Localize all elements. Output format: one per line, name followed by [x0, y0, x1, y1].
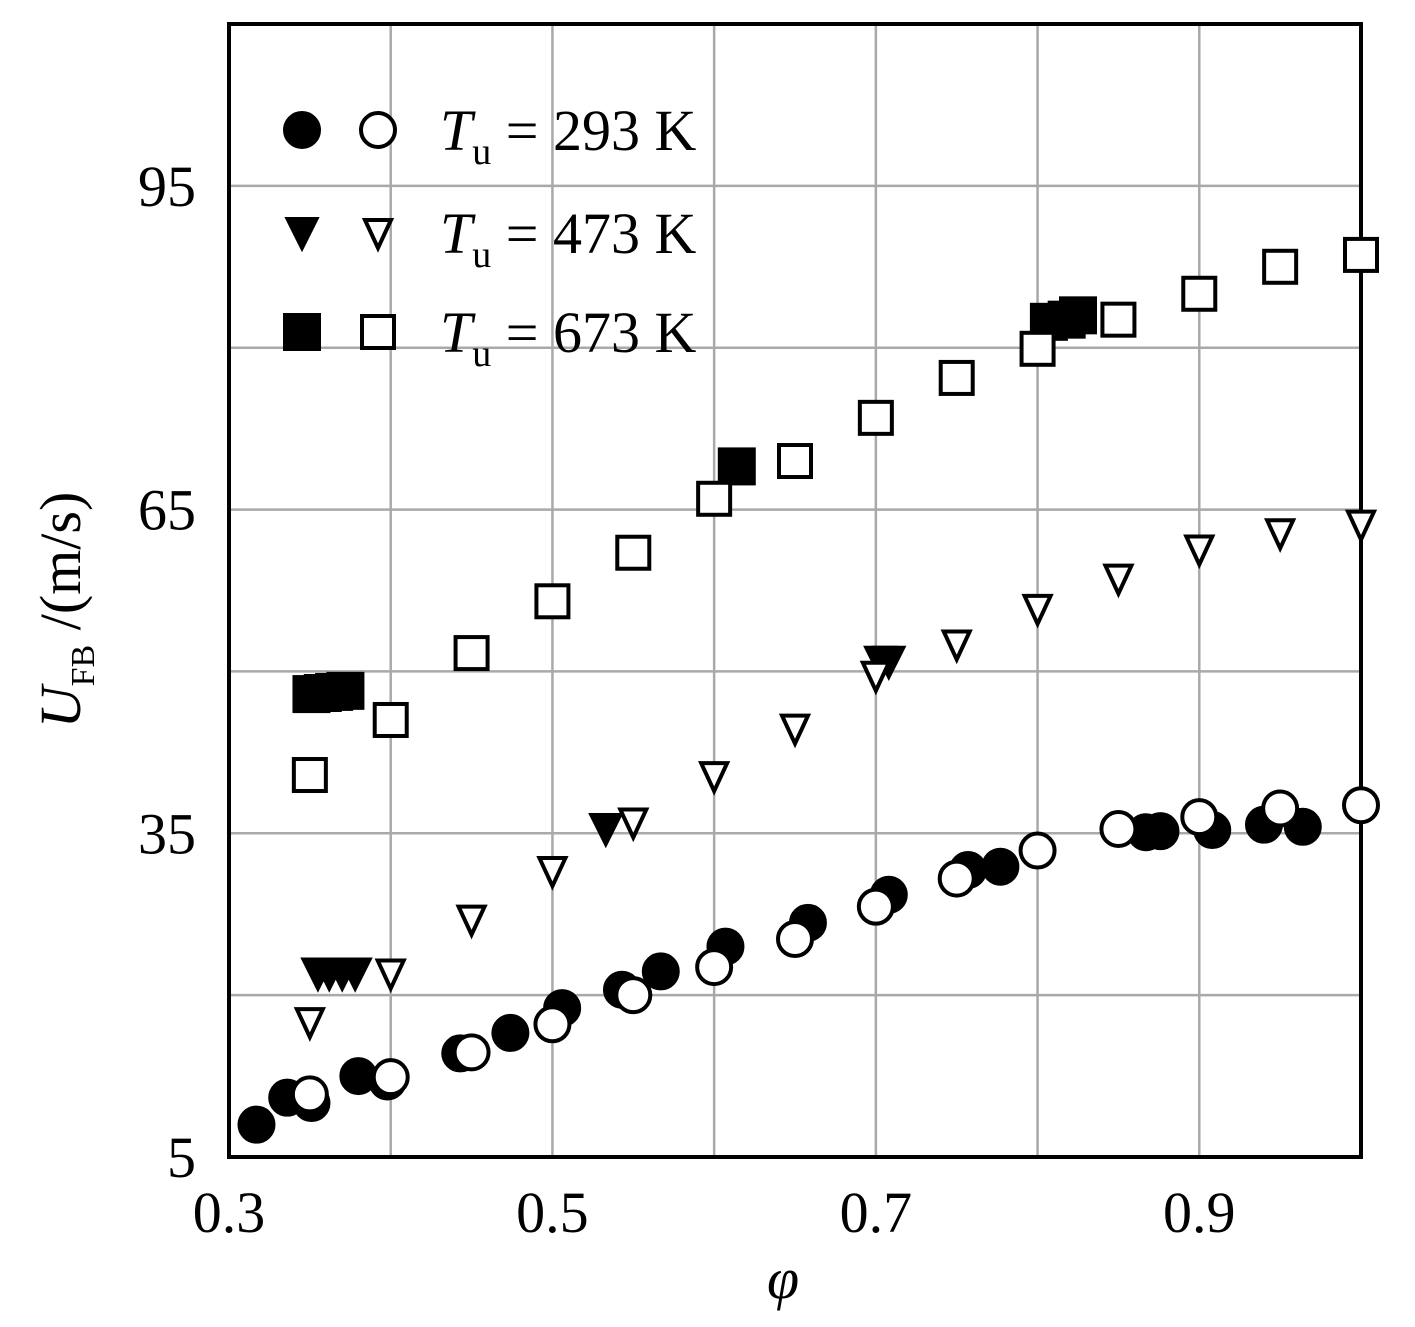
- open-square-point: [615, 534, 652, 571]
- grid-lines: [229, 24, 1361, 1157]
- legend-symbol-open: [360, 314, 396, 350]
- y-tick-label: 5: [167, 1125, 196, 1190]
- series-group: [293, 509, 1378, 1042]
- y-axis-label: UFB /(m/s): [28, 492, 102, 729]
- open-circle-point: [776, 920, 814, 959]
- filled-circle-point: [981, 847, 1020, 886]
- x-tick-label: 0.5: [516, 1180, 589, 1245]
- open-square-point: [938, 359, 975, 396]
- legend-label: Tu = 473 K: [440, 201, 696, 276]
- open-circle-point: [290, 1075, 329, 1114]
- x-tick-label: 0.9: [1163, 1180, 1236, 1245]
- open-circle-point: [452, 1033, 491, 1072]
- open-triangle-down-point: [1021, 593, 1054, 629]
- data-series: [237, 236, 1380, 1144]
- open-triangle-down-point: [859, 660, 892, 696]
- x-axis-label: φ: [767, 1246, 799, 1311]
- open-triangle-down-point: [455, 904, 488, 940]
- open-triangle-down-point: [940, 629, 973, 665]
- open-circle-point: [856, 887, 895, 926]
- open-triangle-down-point: [1344, 509, 1378, 545]
- open-triangle-down-point: [617, 807, 650, 843]
- legend-label: Tu = 673 K: [440, 300, 696, 375]
- filled-circle-point: [237, 1105, 276, 1144]
- open-triangle-down-point: [1183, 534, 1216, 570]
- legend-symbol-open: [359, 111, 397, 149]
- filled-square-point: [717, 447, 756, 486]
- open-square-point: [777, 443, 813, 480]
- open-square-point: [1019, 330, 1056, 367]
- open-square-point: [1262, 248, 1299, 285]
- open-circle-point: [1018, 831, 1057, 870]
- filled-square-point: [1059, 296, 1097, 335]
- series-group: [291, 236, 1379, 794]
- open-circle-point: [695, 948, 734, 987]
- legend-symbol-filled: [284, 217, 320, 253]
- series-group: [292, 296, 1097, 714]
- open-triangle-down-point: [1264, 518, 1297, 554]
- open-square-point: [1100, 301, 1137, 338]
- open-square-point: [534, 583, 571, 620]
- filled-circle-point: [491, 1013, 530, 1052]
- open-circle-point: [937, 859, 976, 898]
- open-circle-point: [1099, 809, 1138, 848]
- open-square-point: [291, 757, 328, 794]
- open-triangle-down-point: [1102, 563, 1135, 599]
- open-circle-point: [1180, 798, 1219, 837]
- x-tick-label: 0.7: [840, 1180, 913, 1245]
- y-tick-label: 65: [138, 478, 196, 543]
- open-square-point: [696, 480, 733, 517]
- legend-symbol-filled: [283, 111, 321, 149]
- open-triangle-down-point: [778, 713, 812, 749]
- open-triangle-down-point: [293, 1007, 326, 1042]
- filled-circle-point: [1141, 812, 1180, 851]
- open-circle-point: [371, 1058, 410, 1097]
- legend-label: Tu = 293 K: [440, 98, 696, 173]
- open-triangle-down-point: [374, 958, 407, 994]
- open-square-point: [372, 701, 409, 738]
- open-square-point: [857, 399, 894, 436]
- open-circle-point: [533, 1005, 572, 1044]
- legend-symbol-open: [361, 218, 395, 253]
- y-tick-label: 35: [138, 801, 196, 866]
- series-group: [290, 786, 1380, 1114]
- tick-labels: 0.3 0.5 0.7 0.9 5 35 65 95: [138, 154, 1236, 1245]
- open-triangle-down-point: [536, 856, 569, 891]
- x-tick-label: 0.3: [193, 1180, 266, 1245]
- filled-circle-point: [641, 952, 680, 991]
- y-tick-label: 95: [138, 154, 196, 219]
- open-circle-point: [1261, 789, 1300, 828]
- filled-triangle-down-point: [588, 812, 624, 849]
- open-square-point: [453, 635, 490, 672]
- filled-triangle-down-point: [337, 957, 373, 993]
- open-square-point: [1181, 275, 1218, 312]
- legend: Tu = 293 K Tu = 473 K Tu = 673 K: [283, 98, 696, 375]
- open-square-point: [1343, 236, 1379, 273]
- filled-square-point: [326, 671, 365, 710]
- open-triangle-down-point: [698, 761, 731, 796]
- plot-frame: [227, 22, 1363, 1159]
- open-circle-point: [614, 976, 653, 1015]
- legend-symbol-filled: [283, 313, 321, 351]
- open-circle-point: [1342, 786, 1380, 825]
